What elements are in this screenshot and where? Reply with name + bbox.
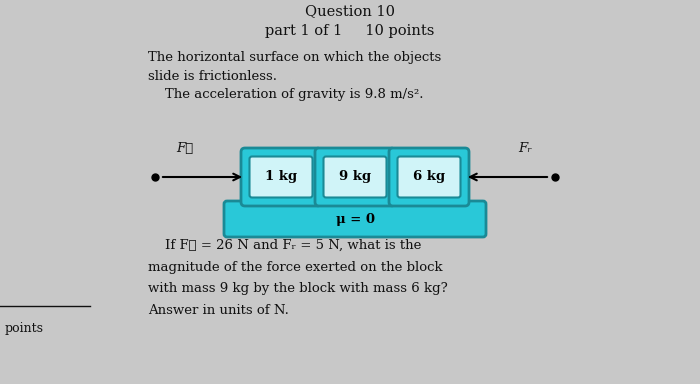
Text: The horizontal surface on which the objects: The horizontal surface on which the obje… <box>148 51 441 64</box>
FancyBboxPatch shape <box>315 148 395 206</box>
FancyBboxPatch shape <box>389 148 469 206</box>
FancyBboxPatch shape <box>398 157 461 197</box>
Text: If Fℓ = 26 N and Fᵣ = 5 N, what is the: If Fℓ = 26 N and Fᵣ = 5 N, what is the <box>148 239 421 252</box>
Text: Fℓ: Fℓ <box>176 142 194 155</box>
FancyBboxPatch shape <box>323 157 386 197</box>
Text: Answer in units of N.: Answer in units of N. <box>148 303 289 316</box>
Text: μ = 0: μ = 0 <box>335 212 375 225</box>
Text: 1 kg: 1 kg <box>265 170 297 184</box>
Text: 9 kg: 9 kg <box>339 170 371 184</box>
Text: Question 10: Question 10 <box>305 4 395 18</box>
Text: slide is frictionless.: slide is frictionless. <box>148 70 277 83</box>
Text: points: points <box>5 322 44 335</box>
Text: 6 kg: 6 kg <box>413 170 445 184</box>
FancyBboxPatch shape <box>241 148 321 206</box>
Text: The acceleration of gravity is 9.8 m/s².: The acceleration of gravity is 9.8 m/s². <box>148 88 424 101</box>
Text: magnitude of the force exerted on the block: magnitude of the force exerted on the bl… <box>148 260 442 273</box>
FancyBboxPatch shape <box>249 157 312 197</box>
Text: part 1 of 1     10 points: part 1 of 1 10 points <box>265 24 435 38</box>
FancyBboxPatch shape <box>224 201 486 237</box>
Text: Fᵣ: Fᵣ <box>518 142 532 155</box>
Text: with mass 9 kg by the block with mass 6 kg?: with mass 9 kg by the block with mass 6 … <box>148 282 448 295</box>
